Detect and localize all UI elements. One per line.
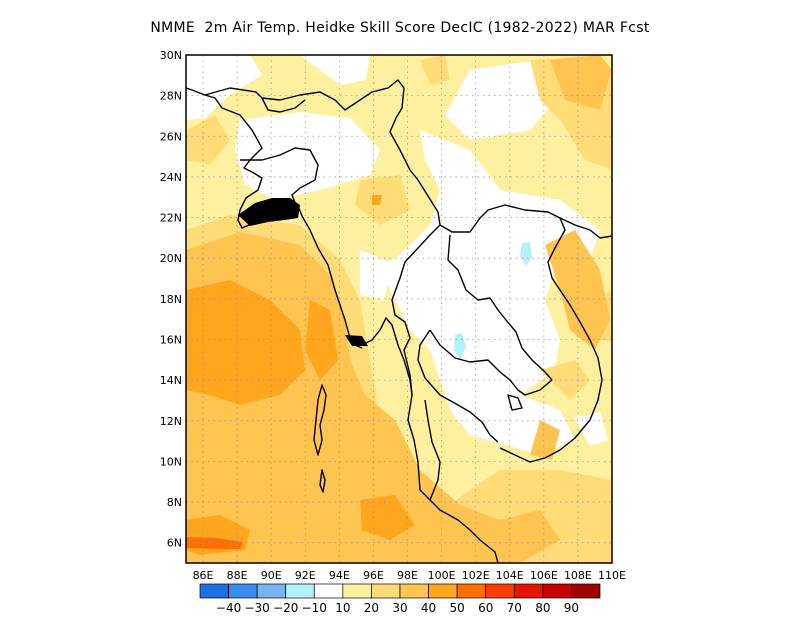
colorbar-label: 80 <box>535 601 550 615</box>
lat-tick-label: 6N <box>167 537 182 550</box>
lat-tick-label: 28N <box>160 90 182 103</box>
coastlines-and-borders <box>186 79 612 563</box>
colorbar-label: 90 <box>564 601 579 615</box>
colorbar-label: 70 <box>507 601 522 615</box>
lat-tick-label: 18N <box>160 293 182 306</box>
lat-tick-label: 30N <box>160 49 182 62</box>
colorbar-label: −40 <box>216 601 241 615</box>
latitude-tick-labels: 6N 8N 10N 12N 14N 16N 18N 20N 22N 24N 26N 28N 30N <box>160 49 182 550</box>
colorbar-swatch <box>456 583 487 599</box>
colorbar-label: −20 <box>273 601 298 615</box>
colorbar-label: 30 <box>392 601 407 615</box>
lat-tick-label: 14N <box>160 374 182 387</box>
colorbar-label: 60 <box>478 601 493 615</box>
lon-tick-label: 100E <box>428 569 456 582</box>
colorbar-swatch <box>342 583 372 599</box>
colorbar: −40 −30 −20 −10 10 20 30 40 50 60 70 80 90 <box>199 583 601 615</box>
lon-tick-label: 90E <box>261 569 282 582</box>
colorbar-swatch <box>513 583 544 599</box>
lat-tick-label: 20N <box>160 252 182 265</box>
longitude-tick-labels: 86E 88E 90E 92E 94E 96E 98E 100E 102E 104E 106E 108… <box>193 569 626 582</box>
delta-detail <box>238 198 368 346</box>
colorbar-swatch <box>228 583 258 599</box>
colorbar-swatch <box>485 583 515 599</box>
lon-tick-label: 108E <box>564 569 592 582</box>
lon-tick-label: 86E <box>193 569 214 582</box>
lon-tick-label: 106E <box>530 569 558 582</box>
lon-tick-label: 94E <box>329 569 350 582</box>
colorbar-swatch <box>371 583 401 599</box>
lat-tick-label: 16N <box>160 333 182 346</box>
lat-tick-label: 22N <box>160 212 182 225</box>
colorbar-swatch <box>256 583 287 599</box>
lon-tick-label: 102E <box>462 569 490 582</box>
lat-tick-label: 26N <box>160 130 182 143</box>
colorbar-swatch <box>571 583 601 599</box>
lon-tick-label: 98E <box>397 569 418 582</box>
lon-tick-label: 88E <box>227 569 248 582</box>
colorbar-swatch <box>313 583 344 599</box>
lat-tick-label: 24N <box>160 171 182 184</box>
colorbar-swatch <box>428 583 458 599</box>
lon-tick-label: 110E <box>598 569 626 582</box>
colorbar-swatch <box>542 583 572 599</box>
lon-tick-label: 92E <box>295 569 316 582</box>
lat-tick-label: 8N <box>167 496 182 509</box>
skill-score-field <box>186 55 612 563</box>
colorbar-swatch <box>399 583 429 599</box>
colorbar-swatch <box>199 583 229 599</box>
graticule <box>186 55 612 563</box>
lat-tick-label: 10N <box>160 455 182 468</box>
colorbar-label: 40 <box>421 601 436 615</box>
colorbar-label: 50 <box>450 601 465 615</box>
lat-tick-label: 12N <box>160 415 182 428</box>
colorbar-swatch <box>285 583 315 599</box>
colorbar-label: −30 <box>244 601 269 615</box>
lon-tick-label: 96E <box>363 569 384 582</box>
plot-frame <box>185 54 613 564</box>
colorbar-label: 20 <box>364 601 379 615</box>
colorbar-label: 10 <box>335 601 350 615</box>
colorbar-label: −10 <box>302 601 327 615</box>
map-title: NMME 2m Air Temp. Heidke Skill Score Dec… <box>150 20 650 36</box>
lon-tick-label: 104E <box>496 569 524 582</box>
